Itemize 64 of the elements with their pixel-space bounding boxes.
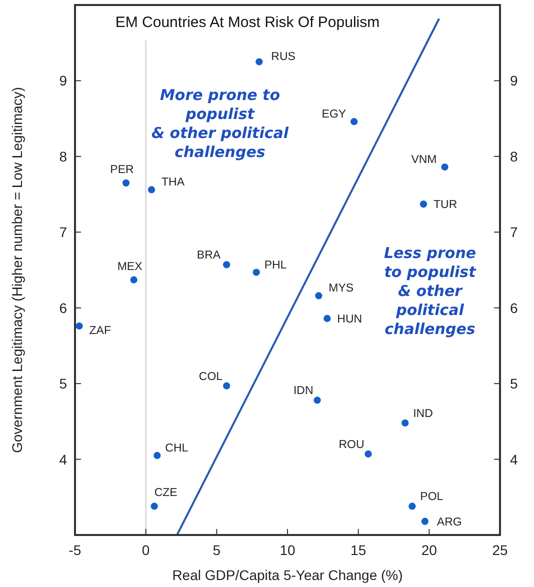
series-label: CHL — [165, 442, 189, 454]
series-label: ROU — [338, 438, 364, 451]
point — [314, 396, 321, 404]
x-tick-label: 10 — [280, 542, 296, 558]
y-tick-label: 8 — [59, 148, 68, 164]
point — [154, 452, 161, 460]
series-label: BRA — [196, 250, 221, 262]
point — [420, 200, 428, 208]
x-tick-label: 20 — [421, 542, 438, 558]
text: EM Countries At Most Risk Of Populism — [115, 14, 380, 31]
series-label: IDN — [293, 385, 314, 398]
point — [252, 268, 260, 276]
y-tick-label: 9 — [59, 72, 68, 89]
y-tick-label: 4 — [59, 451, 68, 468]
y2-tick-label: 9 — [510, 72, 518, 89]
y2-tick-label: 5 — [510, 376, 518, 392]
point — [122, 179, 130, 186]
point — [150, 502, 158, 510]
x-tick-label: -5 — [68, 542, 82, 558]
y-tick-label: 6 — [59, 300, 68, 316]
y-tick-label: 7 — [59, 224, 68, 240]
y-axis-title: Government Legitimacy (Higher number = Low Legitimacy) — [9, 86, 25, 454]
series-label: MEX — [117, 260, 143, 273]
annotation: More prone to populist & other political challenges — [151, 86, 290, 161]
point — [256, 58, 263, 66]
point — [350, 118, 358, 126]
y2-tick-label: 4 — [510, 451, 518, 468]
series-label: MYS — [328, 282, 354, 295]
point — [441, 163, 448, 171]
series-label: ARG — [436, 516, 462, 528]
annotation: Less prone to populist & other political challenges — [384, 244, 477, 338]
series-label: POL — [420, 491, 444, 504]
y2-tick-label: 8 — [510, 148, 518, 164]
series-label: COL — [198, 370, 224, 383]
series-label: HUN — [337, 313, 362, 326]
point — [408, 502, 416, 510]
series-label: PHL — [264, 259, 288, 272]
series-label: EGY — [322, 108, 346, 121]
point — [402, 419, 409, 427]
x-tick-label: 25 — [492, 542, 508, 558]
series-label: THA — [162, 176, 185, 189]
series-label: RUS — [271, 50, 296, 63]
series-label: ZAF — [89, 325, 111, 338]
point — [223, 261, 230, 268]
x-tick-label: 15 — [350, 542, 366, 558]
point — [315, 292, 322, 300]
x-tick-label: 0 — [142, 542, 150, 558]
point — [364, 450, 372, 458]
point — [324, 314, 331, 322]
series-label: VNM — [411, 154, 437, 166]
series-label: PER — [110, 164, 134, 176]
point — [148, 186, 156, 194]
point — [223, 382, 230, 390]
point — [130, 276, 138, 284]
series-label: CZE — [154, 487, 178, 500]
point — [421, 518, 428, 525]
point — [76, 322, 83, 330]
series-label: IND — [413, 408, 433, 420]
series-label: TUR — [434, 199, 458, 212]
y2-tick-label: 7 — [510, 224, 518, 240]
x-axis-title: Real GDP/Capita 5-Year Change (%) — [172, 567, 403, 583]
y2-tick-label: 6 — [510, 300, 518, 316]
y-tick-label: 5 — [59, 376, 68, 392]
x-tick-label: 5 — [212, 542, 221, 558]
